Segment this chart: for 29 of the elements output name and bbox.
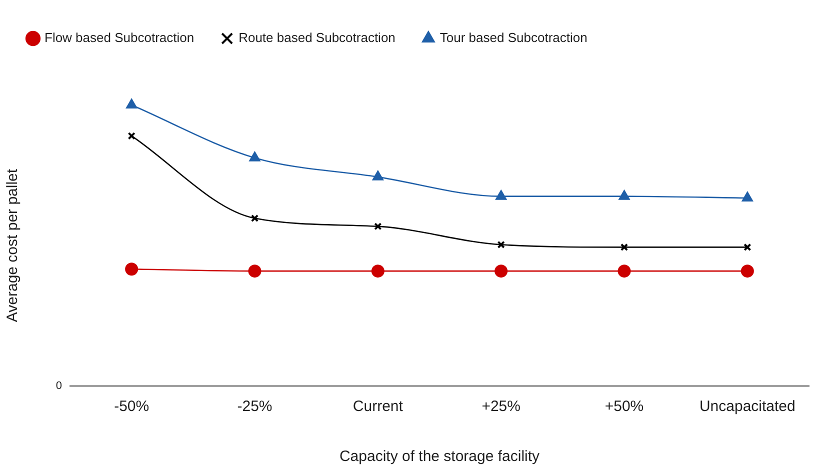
legend-label: Flow based Subcotraction — [44, 30, 194, 46]
legend-label: Route based Subcotraction — [238, 30, 396, 46]
x-tick-label: +25% — [482, 398, 520, 416]
point — [249, 151, 260, 162]
point — [740, 264, 754, 278]
point — [248, 264, 262, 278]
x-tick-label: Current — [352, 398, 404, 416]
x-tick-label: -25% — [237, 398, 272, 416]
point — [494, 264, 508, 278]
text: 0 — [56, 380, 62, 392]
x-axis-title: Capacity of the storage facility — [339, 448, 540, 466]
x-tick-label: +50% — [604, 398, 644, 416]
point — [128, 132, 136, 140]
point — [126, 98, 138, 108]
x-tick-label: Uncapacitated — [699, 398, 796, 416]
point — [742, 192, 754, 202]
point — [618, 190, 630, 200]
legend-label: Tour based Subcotraction — [440, 30, 588, 46]
point — [250, 214, 259, 222]
y-axis-title: Average cost per pallet — [4, 168, 22, 322]
point — [374, 222, 382, 230]
point — [620, 243, 628, 252]
point — [618, 264, 631, 278]
point — [125, 262, 138, 276]
point — [495, 190, 507, 200]
point — [371, 264, 384, 278]
point — [372, 170, 384, 180]
point — [497, 240, 505, 248]
x-tick-label: -50% — [114, 398, 150, 416]
